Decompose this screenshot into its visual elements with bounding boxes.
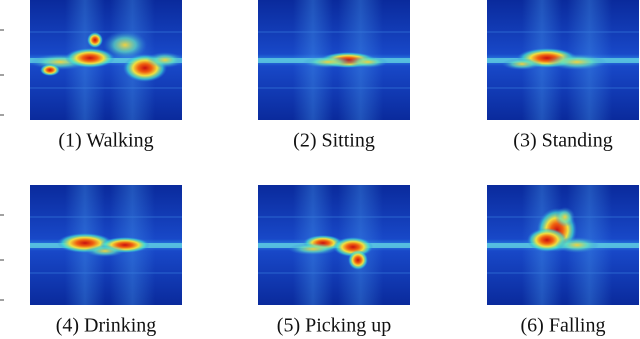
axis-ticks [0, 29, 4, 301]
heat-blob [87, 32, 103, 48]
heat-blob [348, 56, 388, 68]
heat-blob [288, 243, 338, 255]
caption: (6) Falling [521, 315, 606, 337]
heat-blob [40, 64, 60, 76]
spectrogram [30, 0, 183, 120]
heat-blob [65, 48, 115, 68]
caption: (4) Drinking [56, 315, 157, 337]
caption: (2) Sitting [293, 130, 375, 152]
heat-blob [103, 31, 147, 59]
heat-blob [555, 237, 599, 253]
spectrogram [30, 185, 182, 305]
heat-blob [547, 54, 607, 70]
heat-blob [555, 207, 575, 227]
caption: (5) Picking up [277, 315, 391, 337]
spectrogram [258, 185, 410, 305]
caption: (1) Walking [58, 130, 153, 152]
heat-blob [348, 250, 368, 270]
heat-blob [147, 52, 183, 68]
spectrogram [258, 0, 410, 120]
spectrogram [487, 185, 639, 305]
heat-blob [303, 56, 353, 68]
heat-blob [85, 245, 125, 257]
caption: (3) Standing [513, 130, 612, 152]
heat-blob [502, 58, 542, 70]
spectrogram [487, 0, 639, 120]
